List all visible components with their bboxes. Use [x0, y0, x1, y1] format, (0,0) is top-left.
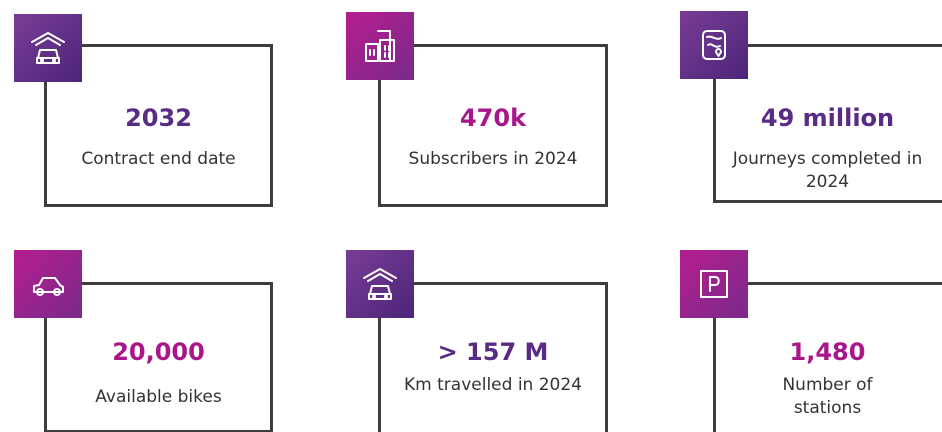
- garage-icon: [14, 14, 82, 82]
- stat-label: Number of stations: [782, 375, 873, 418]
- stat-label: Km travelled in 2024: [404, 375, 582, 395]
- stat-value: 1,480: [789, 338, 866, 366]
- stat-value: 49 million: [760, 104, 895, 132]
- stat-label: Subscribers in 2024: [408, 149, 578, 169]
- car-icon: [14, 250, 82, 318]
- card-frame: [44, 282, 273, 432]
- buildings-icon: [346, 12, 414, 80]
- stat-label: Available bikes: [95, 387, 222, 407]
- garage-icon: [346, 250, 414, 318]
- card-frame: [378, 44, 608, 207]
- card-frame: [713, 282, 942, 432]
- stat-label: Contract end date: [81, 149, 236, 169]
- stat-value: 20,000: [112, 338, 205, 366]
- card-frame: [713, 44, 942, 203]
- stat-value: 2032: [125, 104, 192, 132]
- card-frame: [378, 282, 608, 432]
- card-frame: [44, 44, 273, 207]
- phone-map-icon: [680, 11, 748, 79]
- stat-label: Journeys completed in 2024: [732, 149, 923, 192]
- parking-icon: [680, 250, 748, 318]
- stat-value: > 157 M: [437, 338, 549, 366]
- stat-value: 470k: [459, 104, 527, 132]
